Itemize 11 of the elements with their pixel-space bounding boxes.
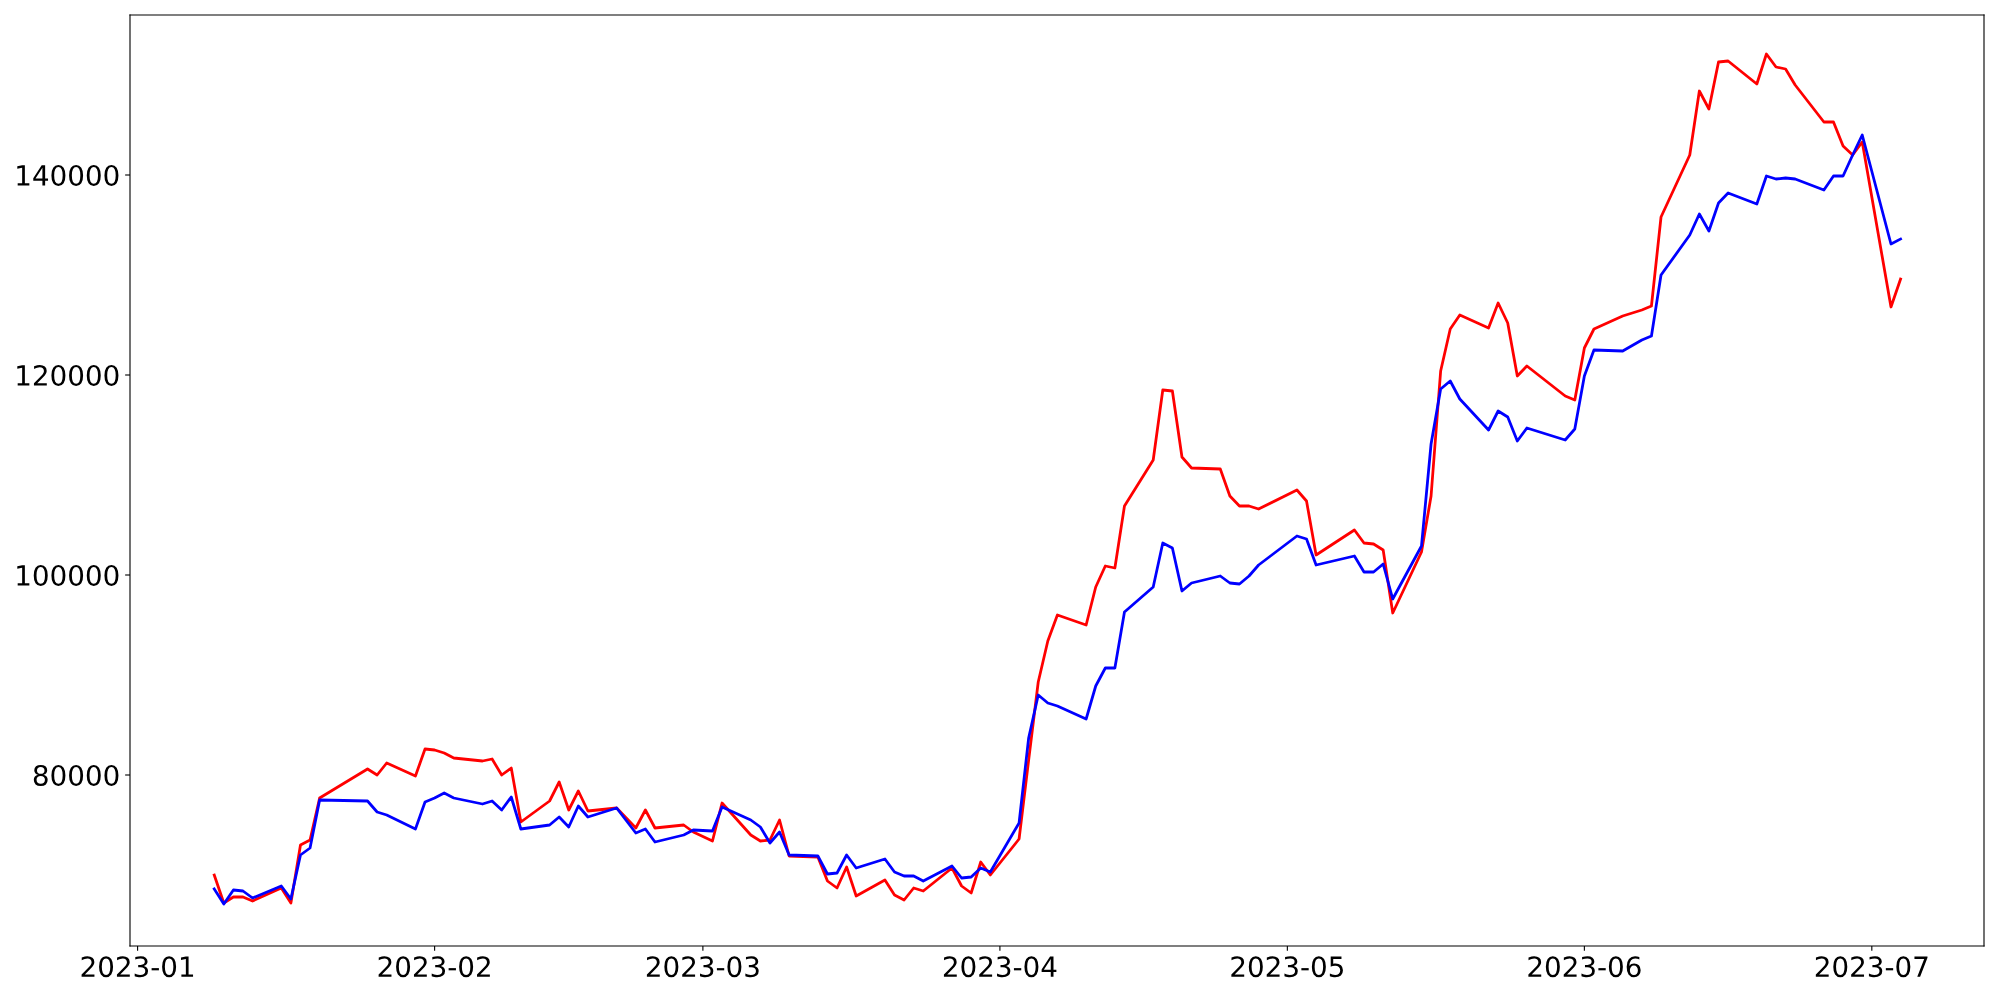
- x-tick-label: 2023-04: [943, 956, 1057, 978]
- x-tick-label: 2023-01: [81, 956, 194, 978]
- x-tick-label: 2023-02: [378, 956, 490, 978]
- y-tick-label: 80000: [33, 764, 119, 786]
- x-tick-label: 2023-07: [1815, 956, 1928, 978]
- x-tick-label: 2023-06: [1528, 956, 1641, 978]
- y-tick-label: 120000: [17, 364, 119, 386]
- x-tick-label: 2023-05: [1231, 956, 1343, 978]
- y-tick-label: 100000: [17, 564, 119, 586]
- x-tick-label: 2023-03: [646, 956, 759, 978]
- y-tick-label: 140000: [17, 164, 119, 186]
